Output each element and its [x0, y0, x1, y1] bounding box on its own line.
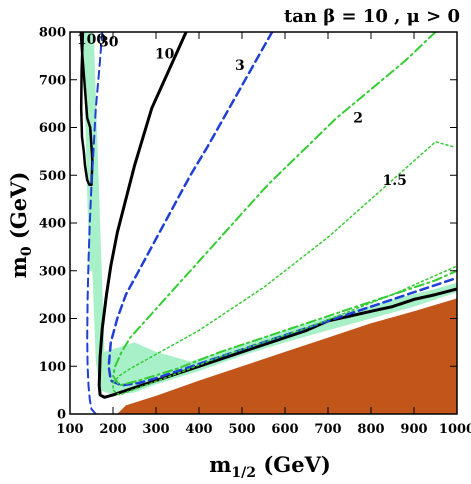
contour-label: 30 — [99, 34, 119, 50]
y-tick-label: 500 — [39, 169, 66, 184]
series-line-10 — [97, 32, 457, 399]
contour-label: 3 — [235, 58, 245, 74]
contour-label: 1.5 — [382, 173, 406, 189]
y-tick-label: 200 — [39, 312, 66, 327]
x-tick-label: 500 — [228, 422, 255, 437]
x-tick-label: 100 — [56, 422, 83, 437]
x-axis-label-main: m — [209, 452, 231, 477]
series-line-2 — [112, 32, 457, 387]
x-tick-label: 300 — [142, 422, 169, 437]
x-tick-label: 1000 — [439, 422, 471, 437]
x-tick-label: 800 — [357, 422, 384, 437]
y-tick-label: 400 — [39, 217, 66, 232]
y-tick-label: 700 — [39, 73, 66, 88]
y-axis-label-subscript: 0 — [19, 246, 35, 256]
contour-label: 10 — [155, 46, 175, 62]
contour-label: 100 — [77, 32, 106, 48]
y-axis-label: m0 (GeV) — [6, 172, 35, 279]
contour-label: 2 — [353, 111, 363, 127]
x-tick-label: 200 — [99, 422, 126, 437]
x-tick-label: 400 — [185, 422, 212, 437]
y-axis-label-main: m — [6, 256, 31, 278]
x-tick-label: 600 — [271, 422, 298, 437]
series-line-30 — [86, 32, 104, 414]
y-tick-label: 300 — [39, 264, 66, 279]
x-axis-label-unit: (GeV) — [256, 452, 331, 477]
x-axis-label: m1/2 (GeV) — [209, 452, 331, 481]
y-axis-label-unit: (GeV) — [6, 172, 31, 247]
y-tick-label: 800 — [39, 26, 66, 41]
y-tick-label: 100 — [39, 360, 66, 375]
x-tick-label: 700 — [314, 422, 341, 437]
region-charged-lsp-excluded — [117, 298, 457, 414]
x-axis-label-subscript: 1/2 — [231, 465, 256, 481]
series-line-100 — [79, 32, 94, 187]
y-tick-label: 0 — [57, 408, 66, 423]
series-line-1-5 — [112, 141, 457, 396]
chart-title: tan β = 10 , μ > 0 — [284, 6, 460, 27]
region-relic-density-band — [87, 32, 457, 395]
y-tick-label: 600 — [39, 121, 66, 136]
x-tick-label: 900 — [400, 422, 427, 437]
